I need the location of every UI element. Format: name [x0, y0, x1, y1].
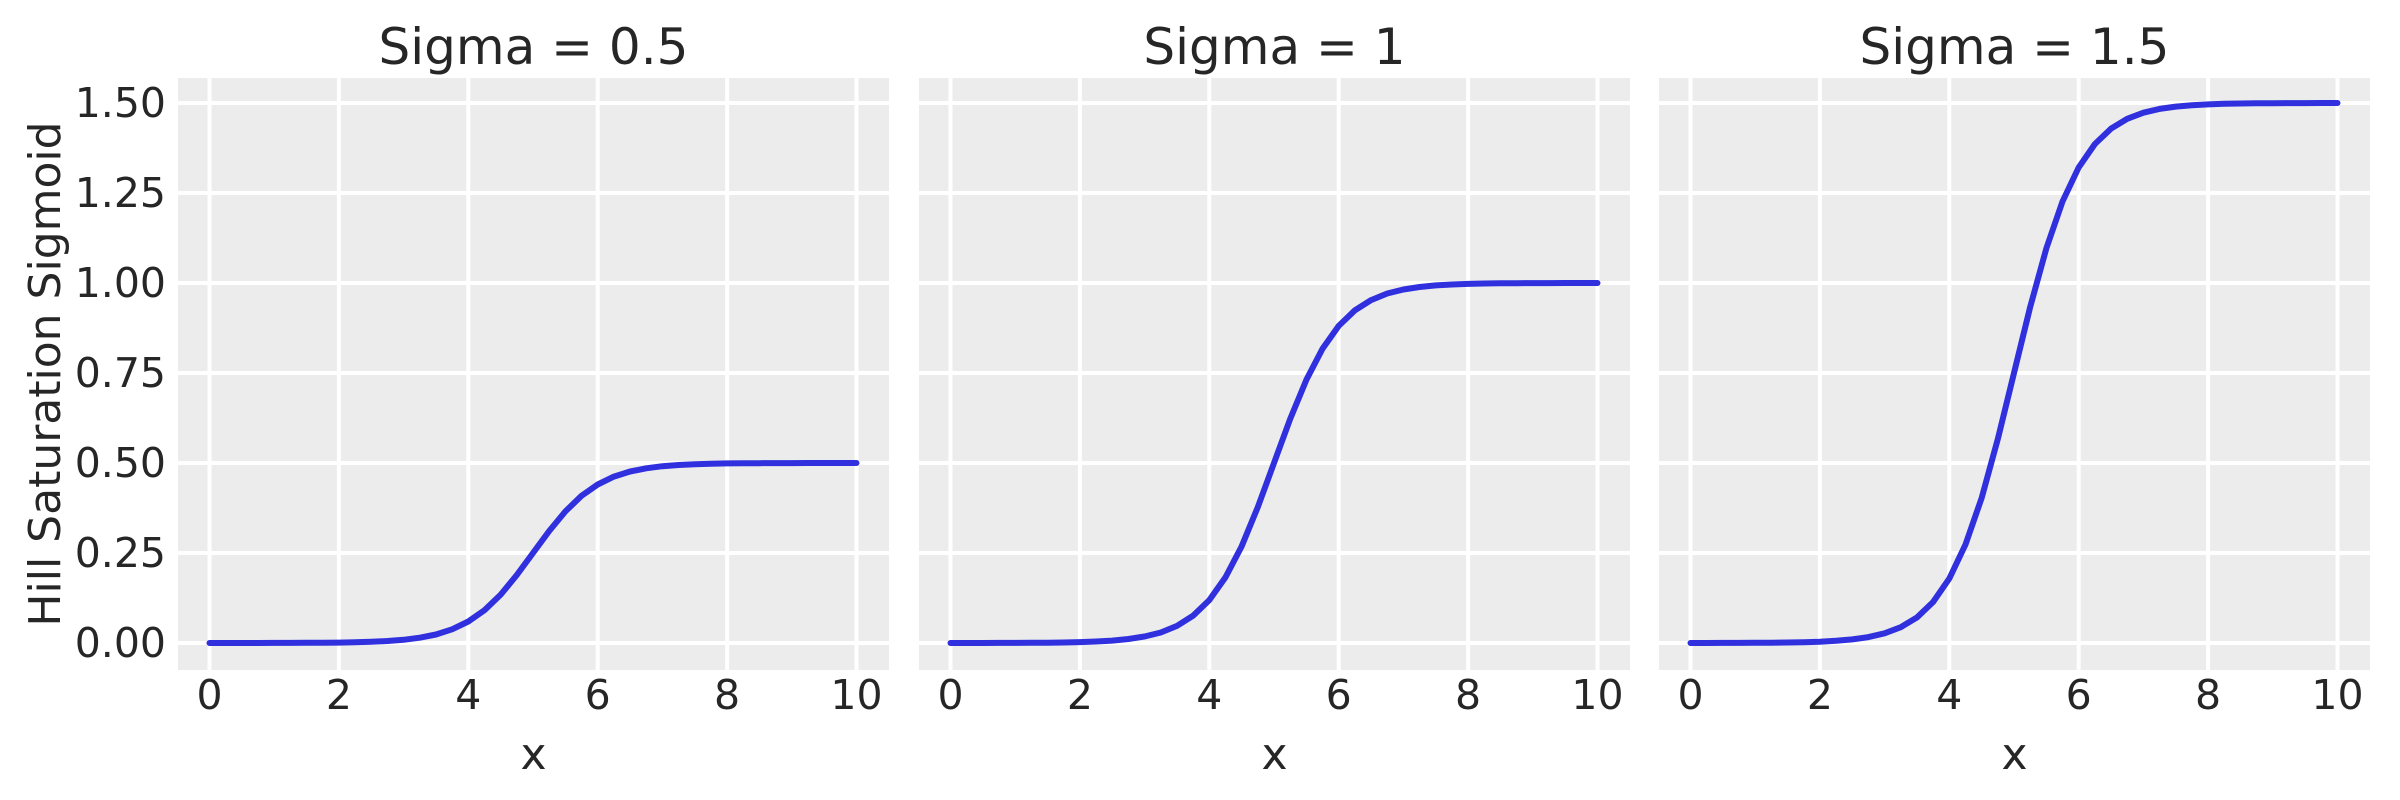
- x-tick-label: 8: [714, 671, 741, 719]
- sigmoid-curve: [1687, 100, 2341, 646]
- plot-area: [1659, 78, 2370, 670]
- y-tick-label: 0.00: [74, 619, 166, 667]
- x-tick-label: 8: [2195, 671, 2222, 719]
- x-tick-label: 0: [196, 671, 223, 719]
- x-tick-label: 10: [2311, 671, 2364, 719]
- subplot-sigma-1: Sigma = 1 0 2 4 6 8 10 x: [919, 0, 1630, 800]
- sigmoid-curve: [206, 460, 860, 646]
- x-tick-labels: 0 2 4 6 8 10: [1659, 672, 2370, 718]
- x-tick-label: 2: [1066, 671, 1093, 719]
- x-tick-labels: 0 2 4 6 8 10: [178, 672, 889, 718]
- sigmoid-chart: [919, 78, 1630, 670]
- y-tick-label: 0.50: [74, 439, 166, 487]
- x-axis-label: x: [1261, 729, 1288, 780]
- x-tick-label: 2: [325, 671, 352, 719]
- x-tick-label: 4: [455, 671, 482, 719]
- subplot-title: Sigma = 0.5: [378, 18, 689, 76]
- subplot-title: Sigma = 1.5: [1859, 18, 2170, 76]
- x-tick-label: 0: [937, 671, 964, 719]
- sigmoid-chart: [1659, 78, 2370, 670]
- x-tick-label: 6: [2065, 671, 2092, 719]
- x-tick-labels: 0 2 4 6 8 10: [919, 672, 1630, 718]
- y-tick-label: 1.25: [74, 169, 166, 217]
- x-tick-label: 0: [1677, 671, 1704, 719]
- y-tick-label: 0.75: [74, 349, 166, 397]
- subplot-sigma-1.5: Sigma = 1.5 0 2 4 6 8 10 x: [1659, 0, 2370, 800]
- plot-area: [919, 78, 1630, 670]
- x-tick-label: 4: [1196, 671, 1223, 719]
- x-axis-label: x: [520, 729, 547, 780]
- x-tick-label: 10: [1571, 671, 1624, 719]
- x-tick-label: 8: [1455, 671, 1482, 719]
- sigmoid-chart: [178, 78, 889, 670]
- y-tick-label: 1.50: [74, 79, 166, 127]
- x-tick-label: 2: [1806, 671, 1833, 719]
- x-axis-label: x: [2001, 729, 2028, 780]
- sigmoid-curve: [947, 280, 1601, 646]
- y-tick-label: 1.00: [74, 259, 166, 307]
- subplot-sigma-0.5: Sigma = 0.5 0 2 4 6 8 10 x: [178, 0, 889, 800]
- x-tick-label: 4: [1936, 671, 1963, 719]
- plot-area: [178, 78, 889, 670]
- y-tick-label: 0.25: [74, 529, 166, 577]
- subplot-title: Sigma = 1: [1143, 18, 1406, 76]
- x-tick-label: 6: [1325, 671, 1352, 719]
- x-tick-label: 6: [584, 671, 611, 719]
- x-tick-label: 10: [830, 671, 883, 719]
